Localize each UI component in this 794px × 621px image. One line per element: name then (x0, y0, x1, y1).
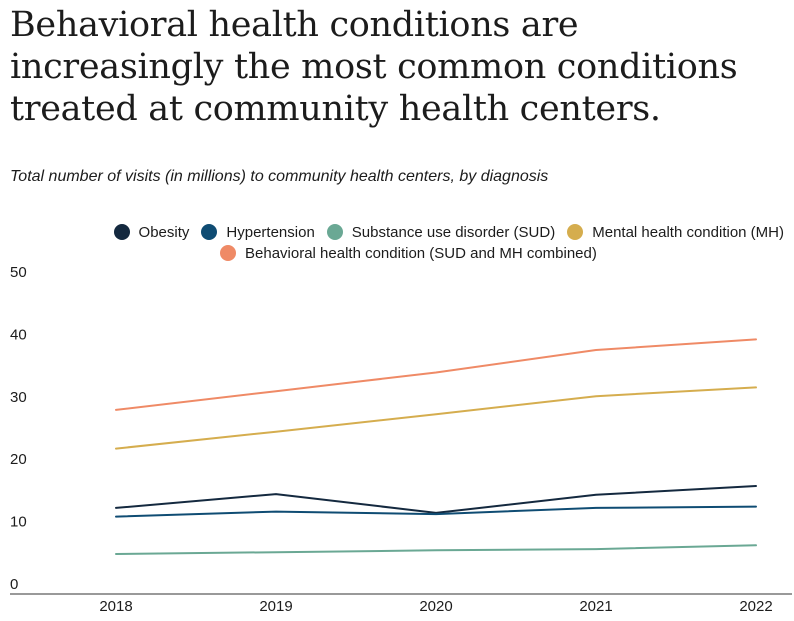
legend-label-hypertension: Hypertension (226, 223, 315, 241)
x-tick-label: 2022 (739, 598, 772, 615)
legend-label-mh: Mental health condition (MH) (592, 223, 784, 241)
x-tick-label: 2020 (419, 598, 452, 615)
legend-marker-sud (326, 224, 343, 240)
series-line-behavioral-health-condition-sud-and-mh-combined (115, 338, 757, 411)
chart-title: Behavioral health conditions are increas… (10, 5, 738, 129)
legend-marker-mh (567, 224, 584, 240)
x-tick-label: 2019 (259, 598, 292, 615)
legend-row-1: Obesity Hypertension Substance use disor… (0, 222, 794, 242)
legend-item-obesity: Obesity (113, 223, 190, 241)
legend-marker-obesity (113, 224, 130, 240)
legend-label-behavioral: Behavioral health condition (SUD and MH … (245, 244, 597, 262)
chart-legend: Obesity Hypertension Substance use disor… (0, 222, 794, 263)
y-tick-label: 30 (10, 389, 27, 406)
legend-item-behavioral: Behavioral health condition (SUD and MH … (220, 245, 597, 262)
series-line-obesity (115, 485, 757, 514)
legend-marker-behavioral (220, 245, 236, 261)
chart-subtitle: Total number of visits (in millions) to … (10, 168, 549, 185)
x-tick-label: 2021 (579, 598, 612, 615)
y-tick-label: 20 (10, 451, 27, 468)
legend-marker-hypertension (201, 224, 218, 240)
y-tick-label: 10 (10, 514, 27, 531)
x-tick-label: 2018 (99, 598, 132, 615)
y-tick-label: 40 (10, 326, 27, 343)
legend-row-2: Behavioral health condition (SUD and MH … (0, 243, 794, 263)
legend-item-hypertension: Hypertension (201, 223, 315, 241)
legend-label-obesity: Obesity (138, 223, 190, 241)
series-line-hypertension (115, 505, 757, 518)
y-tick-label: 0 (10, 576, 18, 593)
legend-item-mh: Mental health condition (MH) (567, 224, 784, 241)
y-tick-label: 50 (10, 264, 27, 281)
legend-item-sud: Substance use disorder (SUD) (326, 223, 556, 241)
series-line-substance-use-disorder-sud (115, 544, 757, 555)
legend-label-sud: Substance use disorder (SUD) (351, 223, 556, 241)
series-line-mental-health-condition-mh (115, 386, 757, 450)
